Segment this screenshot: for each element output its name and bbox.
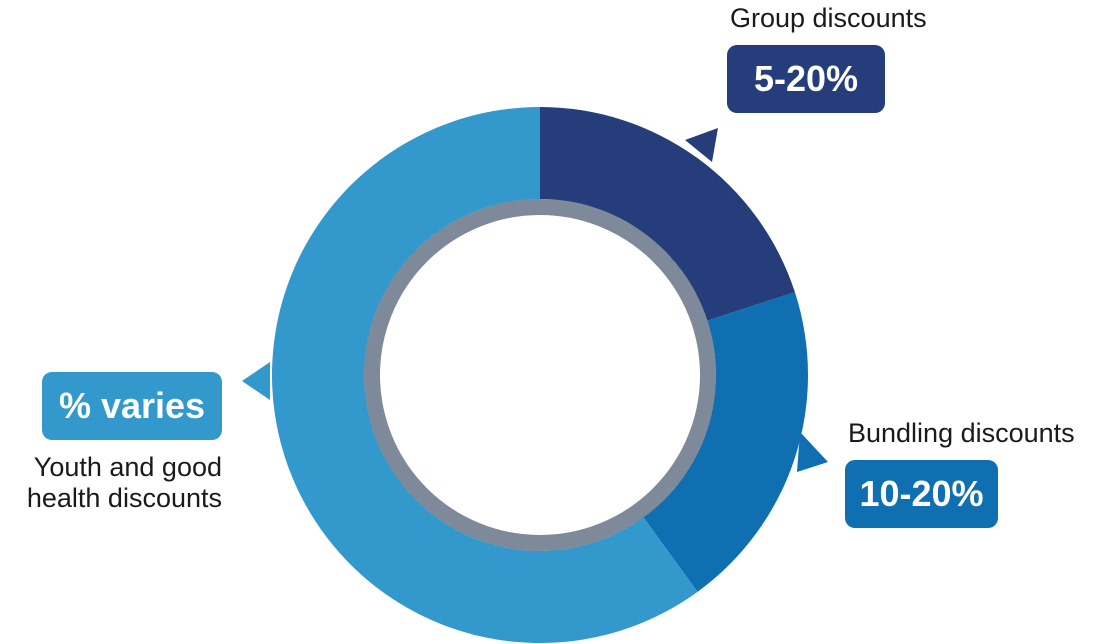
callout-pointer: [685, 128, 718, 162]
donut-segment: [643, 292, 808, 592]
badge: % varies: [42, 372, 222, 440]
donut-segment: [540, 107, 795, 321]
donut-segment: [271, 107, 698, 643]
callout-pointer: [797, 432, 828, 472]
badge: 10-20%: [845, 460, 998, 528]
category-label: Group discounts: [730, 3, 927, 33]
category-label: Bundling discounts: [848, 418, 1075, 448]
category-label: Youth and good health discounts: [26, 452, 222, 513]
callout-pointer: [242, 362, 270, 400]
inner-ring: [364, 199, 716, 551]
badge: 5-20%: [727, 45, 885, 113]
